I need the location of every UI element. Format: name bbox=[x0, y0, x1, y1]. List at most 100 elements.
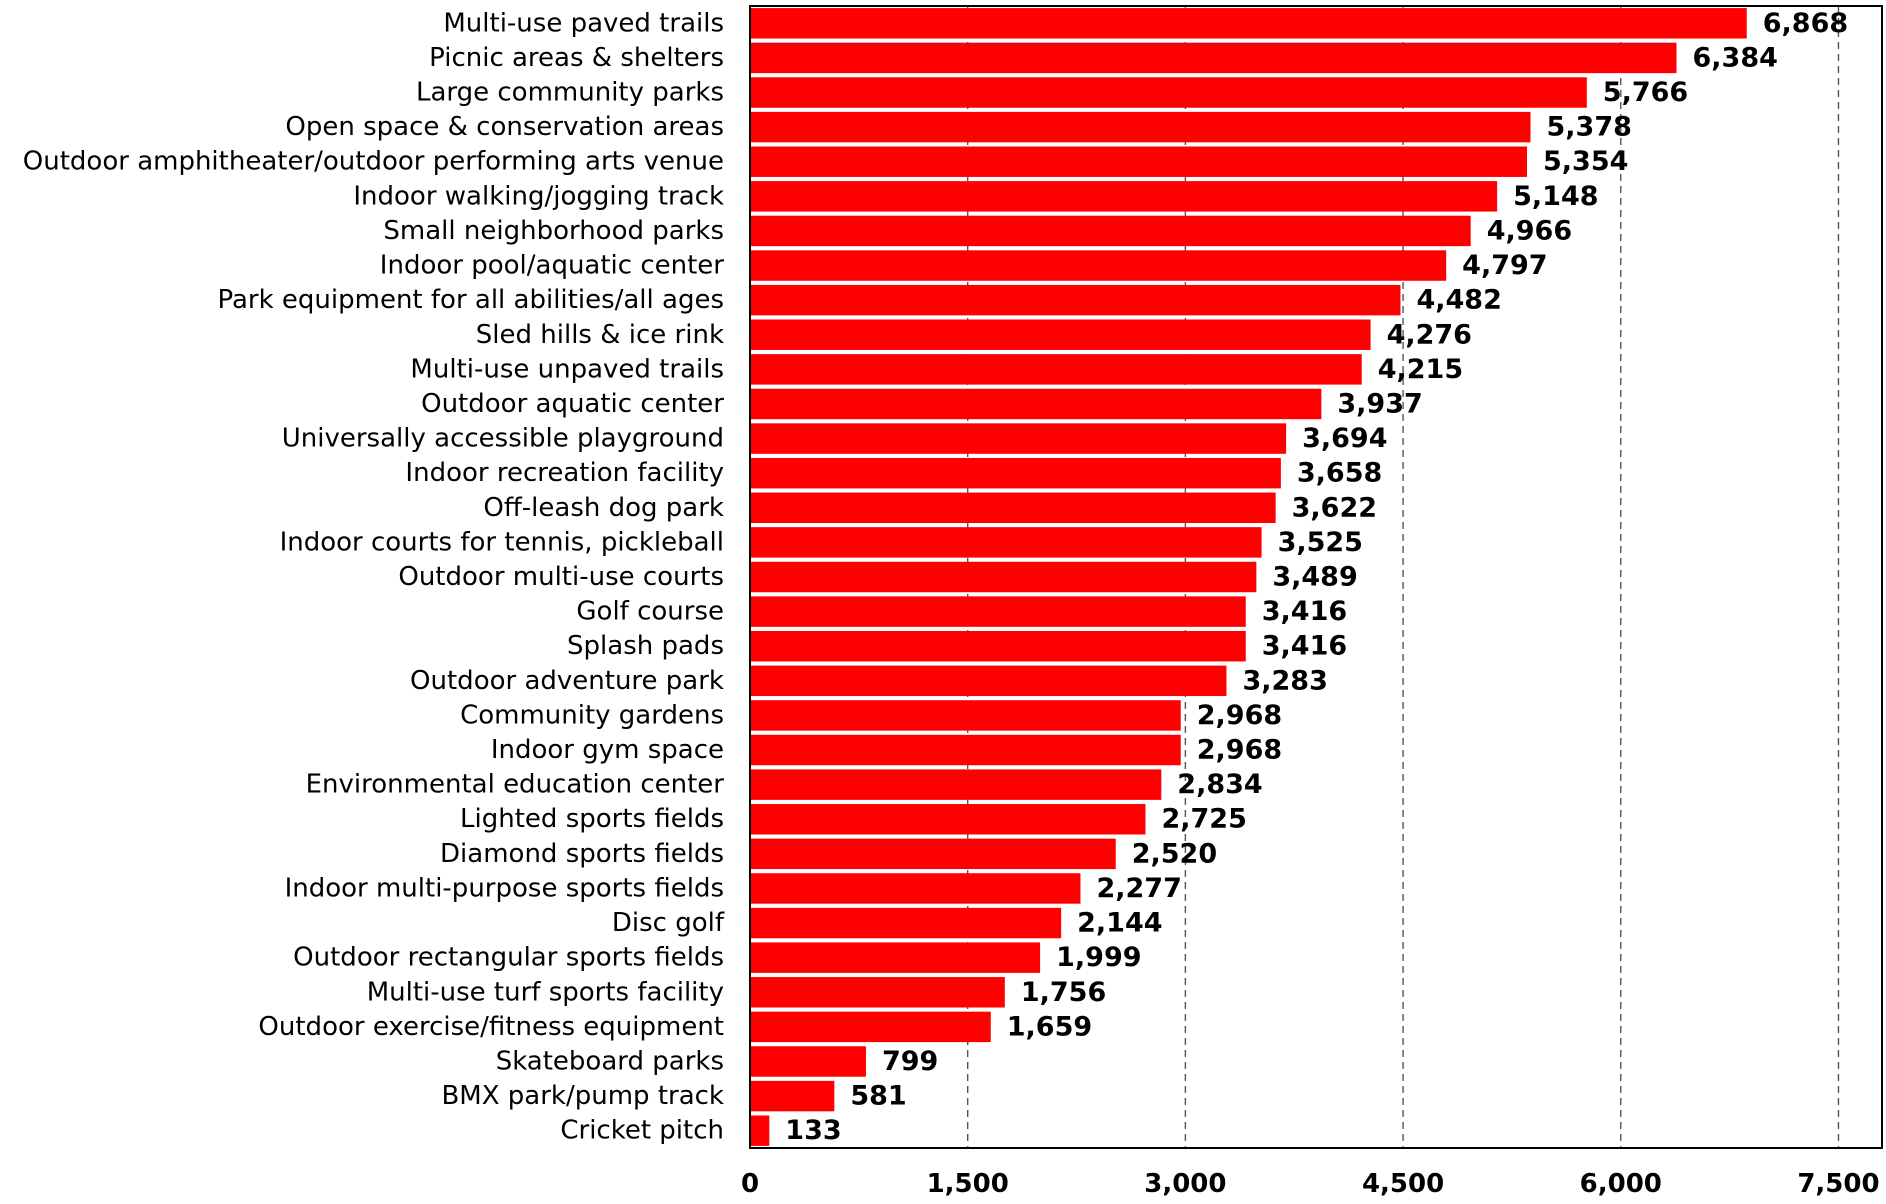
category-label: Outdoor rectangular sports fields bbox=[293, 943, 724, 973]
x-tick-labels: 0 1,500 3,000 4,500 6,000 7,500 bbox=[741, 1169, 1880, 1199]
value-label: 1,999 bbox=[1056, 942, 1141, 973]
category-label: Park equipment for all abilities/all age… bbox=[217, 285, 724, 315]
category-label: Picnic areas & shelters bbox=[429, 43, 724, 73]
category-label: Indoor recreation facility bbox=[405, 458, 724, 488]
value-label: 3,489 bbox=[1272, 562, 1357, 593]
bar bbox=[750, 977, 1005, 1008]
category-label: Multi-use turf sports facility bbox=[367, 977, 724, 1007]
value-label: 2,834 bbox=[1177, 769, 1262, 800]
category-label: Off-leash dog park bbox=[483, 493, 724, 523]
category-label: Indoor pool/aquatic center bbox=[380, 251, 725, 281]
category-label: Outdoor adventure park bbox=[410, 666, 724, 696]
category-label: BMX park/pump track bbox=[441, 1081, 724, 1111]
x-tick-label: 7,500 bbox=[1797, 1169, 1879, 1199]
value-label: 3,283 bbox=[1242, 665, 1327, 696]
bar bbox=[750, 215, 1471, 247]
category-label: Diamond sports fields bbox=[440, 839, 724, 869]
category-label: Small neighborhood parks bbox=[383, 216, 724, 246]
bar bbox=[750, 388, 1322, 420]
value-label: 3,416 bbox=[1262, 596, 1347, 627]
bar bbox=[750, 1046, 866, 1077]
bar bbox=[750, 942, 1041, 973]
value-label: 4,276 bbox=[1387, 319, 1472, 350]
bar bbox=[750, 111, 1531, 143]
value-label: 3,525 bbox=[1278, 527, 1363, 558]
value-label: 2,144 bbox=[1077, 908, 1162, 939]
x-tick-label: 4,500 bbox=[1362, 1169, 1444, 1199]
value-label: 5,378 bbox=[1546, 112, 1631, 143]
value-label: 2,520 bbox=[1132, 838, 1217, 869]
bar bbox=[750, 423, 1287, 454]
value-label: 2,277 bbox=[1096, 873, 1181, 904]
category-label: Golf course bbox=[576, 597, 724, 627]
category-label: Sled hills & ice rink bbox=[476, 320, 724, 350]
bar bbox=[750, 527, 1262, 558]
bar bbox=[750, 1080, 835, 1112]
category-label: Skateboard parks bbox=[496, 1046, 724, 1076]
value-label: 3,694 bbox=[1302, 423, 1387, 454]
value-label: 1,659 bbox=[1007, 1011, 1092, 1042]
category-label: Outdoor amphitheater/outdoor performing … bbox=[23, 147, 724, 177]
bar bbox=[750, 284, 1401, 316]
value-label: 5,766 bbox=[1603, 77, 1688, 108]
bars bbox=[750, 8, 1747, 1146]
value-label: 1,756 bbox=[1021, 977, 1106, 1008]
category-label: Open space & conservation areas bbox=[285, 112, 724, 142]
value-label: 581 bbox=[850, 1081, 906, 1112]
bar bbox=[750, 630, 1246, 662]
value-label: 4,966 bbox=[1487, 215, 1572, 246]
x-tick-label: 1,500 bbox=[927, 1169, 1009, 1199]
category-label: Cricket pitch bbox=[560, 1116, 724, 1146]
bar bbox=[750, 146, 1528, 177]
bar bbox=[750, 1011, 991, 1043]
bar bbox=[750, 77, 1587, 108]
bar bbox=[750, 492, 1276, 524]
bar bbox=[750, 734, 1181, 766]
x-tick-label: 3,000 bbox=[1144, 1169, 1226, 1199]
bar bbox=[750, 354, 1362, 385]
category-label: Outdoor multi-use courts bbox=[398, 562, 724, 592]
value-label: 3,937 bbox=[1337, 388, 1422, 419]
value-label: 2,968 bbox=[1197, 700, 1282, 731]
category-label: Outdoor aquatic center bbox=[421, 389, 724, 419]
bar bbox=[750, 457, 1281, 489]
category-label: Environmental education center bbox=[306, 770, 725, 800]
value-label: 3,416 bbox=[1262, 631, 1347, 662]
value-label: 799 bbox=[882, 1046, 938, 1077]
bar bbox=[750, 250, 1447, 281]
category-label: Indoor walking/jogging track bbox=[353, 181, 724, 211]
value-label: 5,354 bbox=[1543, 146, 1628, 177]
category-label: Community gardens bbox=[460, 700, 724, 730]
bar bbox=[750, 42, 1677, 74]
bar bbox=[750, 873, 1081, 904]
bar bbox=[750, 319, 1371, 350]
bar bbox=[750, 596, 1246, 627]
bar bbox=[750, 561, 1257, 593]
category-label: Indoor courts for tennis, pickleball bbox=[280, 527, 724, 557]
value-label: 3,622 bbox=[1292, 492, 1377, 523]
value-label: 2,725 bbox=[1161, 804, 1246, 835]
category-label: Large community parks bbox=[416, 78, 724, 108]
bar bbox=[750, 1115, 770, 1146]
bar bbox=[750, 804, 1146, 835]
bar bbox=[750, 700, 1181, 731]
value-label: 6,868 bbox=[1763, 8, 1848, 39]
x-tick-label: 0 bbox=[741, 1169, 759, 1199]
value-label: 4,797 bbox=[1462, 250, 1547, 281]
category-labels: Multi-use paved trails Picnic areas & she… bbox=[23, 8, 725, 1145]
category-label: Outdoor exercise/fitness equipment bbox=[258, 1012, 724, 1042]
bar bbox=[750, 769, 1162, 800]
category-label: Splash pads bbox=[567, 631, 724, 661]
bar bbox=[750, 665, 1227, 697]
x-tick-label: 6,000 bbox=[1580, 1169, 1662, 1199]
category-label: Universally accessible playground bbox=[282, 424, 724, 454]
value-label: 133 bbox=[785, 1115, 841, 1146]
bar bbox=[750, 8, 1747, 39]
category-label: Indoor gym space bbox=[491, 735, 724, 765]
value-label: 6,384 bbox=[1692, 42, 1777, 73]
value-label: 4,482 bbox=[1416, 285, 1501, 316]
bar bbox=[750, 838, 1116, 870]
